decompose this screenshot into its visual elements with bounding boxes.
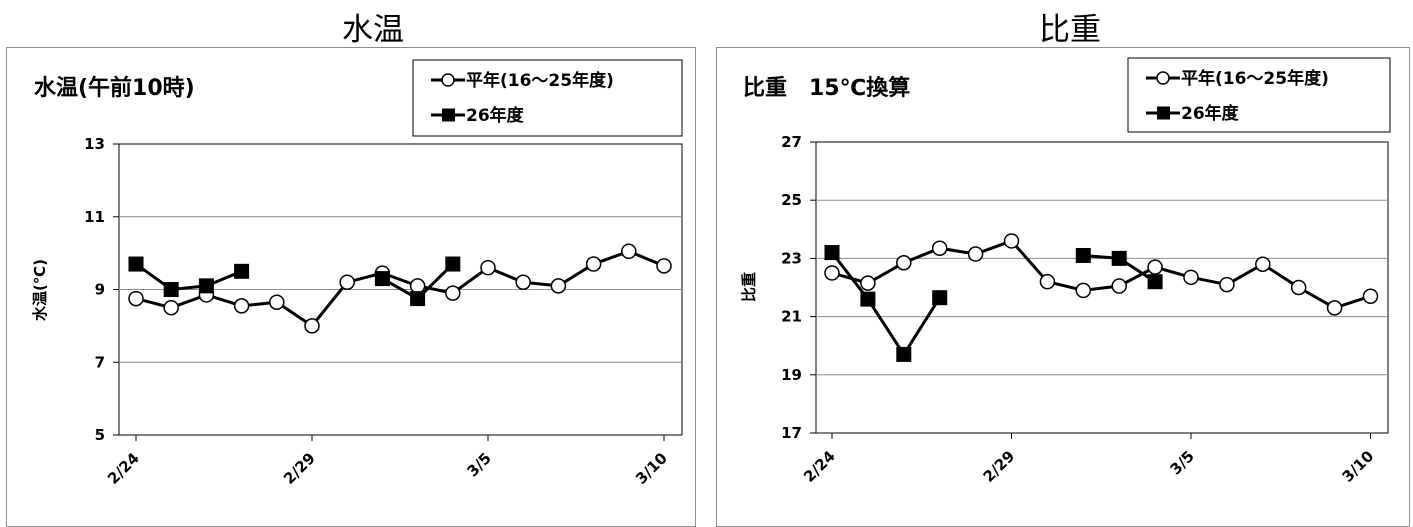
- legend-marker-square: [442, 108, 455, 122]
- chart-title: 水温(午前10時): [34, 75, 195, 101]
- y-tick-label: 13: [84, 135, 105, 153]
- data-point-current: [163, 282, 179, 297]
- legend-marker-circle: [1156, 71, 1170, 85]
- x-tick-label: 3/10: [1339, 447, 1378, 486]
- data-point-normal: [896, 255, 912, 271]
- legend-label: 平年(16～25年度): [1181, 68, 1329, 89]
- data-point-normal: [621, 243, 637, 260]
- data-point-normal: [1147, 259, 1163, 275]
- data-point-normal: [1326, 300, 1343, 316]
- series-line-1: [830, 251, 941, 358]
- data-point-normal: [860, 275, 876, 291]
- data-point-current: [860, 291, 876, 307]
- x-tick-label: 2/24: [104, 449, 143, 488]
- legend-box: [412, 59, 683, 137]
- chart-heading-right: 比重: [1039, 12, 1101, 48]
- data-point-normal: [967, 246, 984, 262]
- y-tick-label: 5: [95, 426, 105, 444]
- data-point-normal: [445, 285, 461, 301]
- x-tick-label: 2/24: [800, 447, 839, 486]
- series-line-1: [135, 262, 243, 292]
- water-temp-chart-panel: 水温(午前10時) 5 7 9 11 13 2/24 2/29 3/5 3/10 水温(℃) 平年(1…: [6, 47, 696, 527]
- chart-title: 比重 15℃換算: [743, 75, 910, 101]
- x-tick-label: 3/5: [1166, 447, 1197, 478]
- y-tick-label: 17: [781, 424, 802, 442]
- y-axis-label: 水温(℃): [31, 259, 49, 321]
- data-point-normal: [1111, 278, 1127, 294]
- data-point-normal: [585, 256, 602, 272]
- data-point-current: [1147, 274, 1163, 290]
- x-tick-label: 3/5: [463, 449, 494, 480]
- data-point-normal: [656, 258, 672, 274]
- data-point-normal: [304, 318, 320, 334]
- legend-label: 平年(16～25年度): [466, 70, 614, 91]
- data-point-normal: [163, 299, 179, 316]
- data-point-normal: [233, 298, 250, 314]
- data-point-normal: [128, 290, 144, 307]
- data-point-normal: [480, 259, 496, 276]
- legend-label: 26年度: [466, 105, 525, 126]
- data-point-normal: [1362, 288, 1379, 304]
- specific-gravity-chart: 比重 15℃換算 17 19 21 23 25 27 2/24 2/29 3/5 3/10 比重 平年(…: [740, 57, 1391, 486]
- y-tick-label: 19: [781, 366, 802, 384]
- data-point-current: [1075, 247, 1091, 263]
- data-point-normal: [1219, 276, 1235, 293]
- x-tick-label: 3/10: [632, 449, 671, 488]
- plot-area: [815, 141, 1389, 434]
- y-tick-label: 23: [781, 249, 802, 267]
- legend-box: [1127, 57, 1391, 133]
- x-tick-label: 2/29: [980, 447, 1019, 486]
- data-point-current: [445, 256, 461, 272]
- y-axis-label: 比重: [740, 272, 758, 302]
- y-tick-label: 27: [781, 133, 802, 151]
- data-point-current: [824, 245, 840, 261]
- legend-marker-square: [1157, 106, 1170, 120]
- series-line-0: [831, 239, 1371, 310]
- data-point-normal: [1003, 233, 1020, 249]
- y-tick-label: 7: [95, 353, 105, 371]
- data-point-normal: [550, 278, 567, 294]
- data-point-current: [932, 290, 948, 306]
- data-point-current: [374, 271, 390, 287]
- chart-heading-left: 水温: [342, 12, 404, 48]
- series-line-0: [135, 249, 665, 328]
- x-tick-label: 2/29: [280, 449, 319, 488]
- water-temp-chart: 水温(午前10時) 5 7 9 11 13 2/24 2/29 3/5 3/10 水温(℃) 平年(1…: [31, 59, 683, 488]
- y-tick-label: 25: [781, 191, 802, 209]
- legend-label: 26年度: [1181, 103, 1240, 124]
- data-point-normal: [409, 278, 426, 294]
- data-point-normal: [269, 294, 285, 310]
- y-tick-label: 21: [781, 308, 802, 326]
- data-point-normal: [1255, 256, 1271, 272]
- data-point-normal: [1290, 279, 1307, 296]
- legend-marker-circle: [441, 73, 455, 87]
- data-point-current: [234, 263, 250, 279]
- data-point-current: [1111, 250, 1127, 266]
- data-point-current: [410, 291, 426, 307]
- data-point-normal: [515, 274, 531, 290]
- data-point-normal: [1075, 282, 1092, 299]
- y-tick-label: 11: [84, 208, 105, 226]
- data-point-normal: [931, 240, 948, 256]
- specific-gravity-chart-panel: 比重 15℃換算 17 19 21 23 25 27 2/24 2/29 3/5 3/10 比重 平年(…: [716, 47, 1410, 527]
- data-point-current: [896, 346, 912, 362]
- data-point-normal: [1183, 269, 1199, 286]
- data-point-current: [198, 278, 214, 294]
- data-point-normal: [1039, 273, 1056, 290]
- y-tick-label: 9: [95, 281, 105, 299]
- data-point-current: [128, 256, 144, 272]
- data-point-normal: [824, 265, 840, 281]
- data-point-normal: [339, 274, 355, 290]
